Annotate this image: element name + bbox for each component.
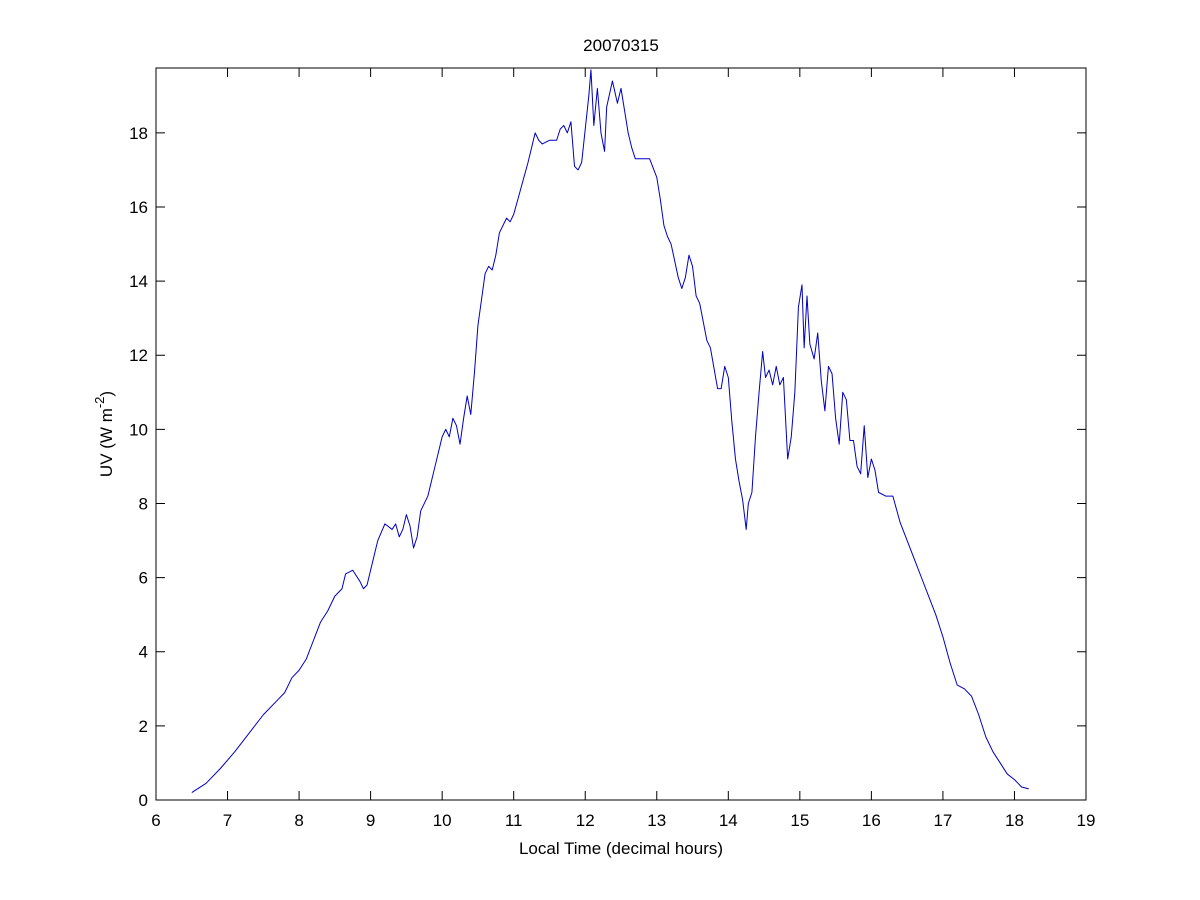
x-tick-label: 17 xyxy=(933,811,952,830)
y-tick-label: 10 xyxy=(129,420,148,439)
x-tick-label: 18 xyxy=(1005,811,1024,830)
x-tick-label: 13 xyxy=(647,811,666,830)
x-tick-label: 11 xyxy=(505,811,523,830)
y-tick-label: 6 xyxy=(139,569,148,588)
y-tick-label: 4 xyxy=(139,643,148,662)
x-tick-label: 10 xyxy=(433,811,452,830)
x-tick-label: 12 xyxy=(576,811,595,830)
x-tick-label: 19 xyxy=(1077,811,1096,830)
y-axis-label: UV (W m-2) xyxy=(92,391,116,477)
y-tick-label: 16 xyxy=(129,198,148,217)
x-axis-label: Local Time (decimal hours) xyxy=(519,839,723,858)
y-tick-label: 14 xyxy=(129,272,148,291)
y-tick-label: 18 xyxy=(129,124,148,143)
x-tick-label: 6 xyxy=(151,811,160,830)
x-tick-label: 14 xyxy=(719,811,738,830)
y-tick-label: 8 xyxy=(139,494,148,513)
chart-title: 20070315 xyxy=(583,36,659,55)
x-tick-label: 16 xyxy=(862,811,881,830)
y-label-end: ) xyxy=(97,391,116,397)
x-tick-label: 15 xyxy=(790,811,809,830)
y-tick-label: 2 xyxy=(139,717,148,736)
x-tick-label: 9 xyxy=(366,811,375,830)
y-tick-label: 12 xyxy=(129,346,148,365)
x-tick-label: 7 xyxy=(223,811,232,830)
y-label-text: UV (W m xyxy=(97,408,116,477)
data-line xyxy=(191,69,1029,794)
x-tick-label: 8 xyxy=(294,811,303,830)
y-tick-label: 0 xyxy=(139,791,148,810)
plot-area xyxy=(155,67,1087,801)
y-label-sup: -2 xyxy=(92,397,107,409)
